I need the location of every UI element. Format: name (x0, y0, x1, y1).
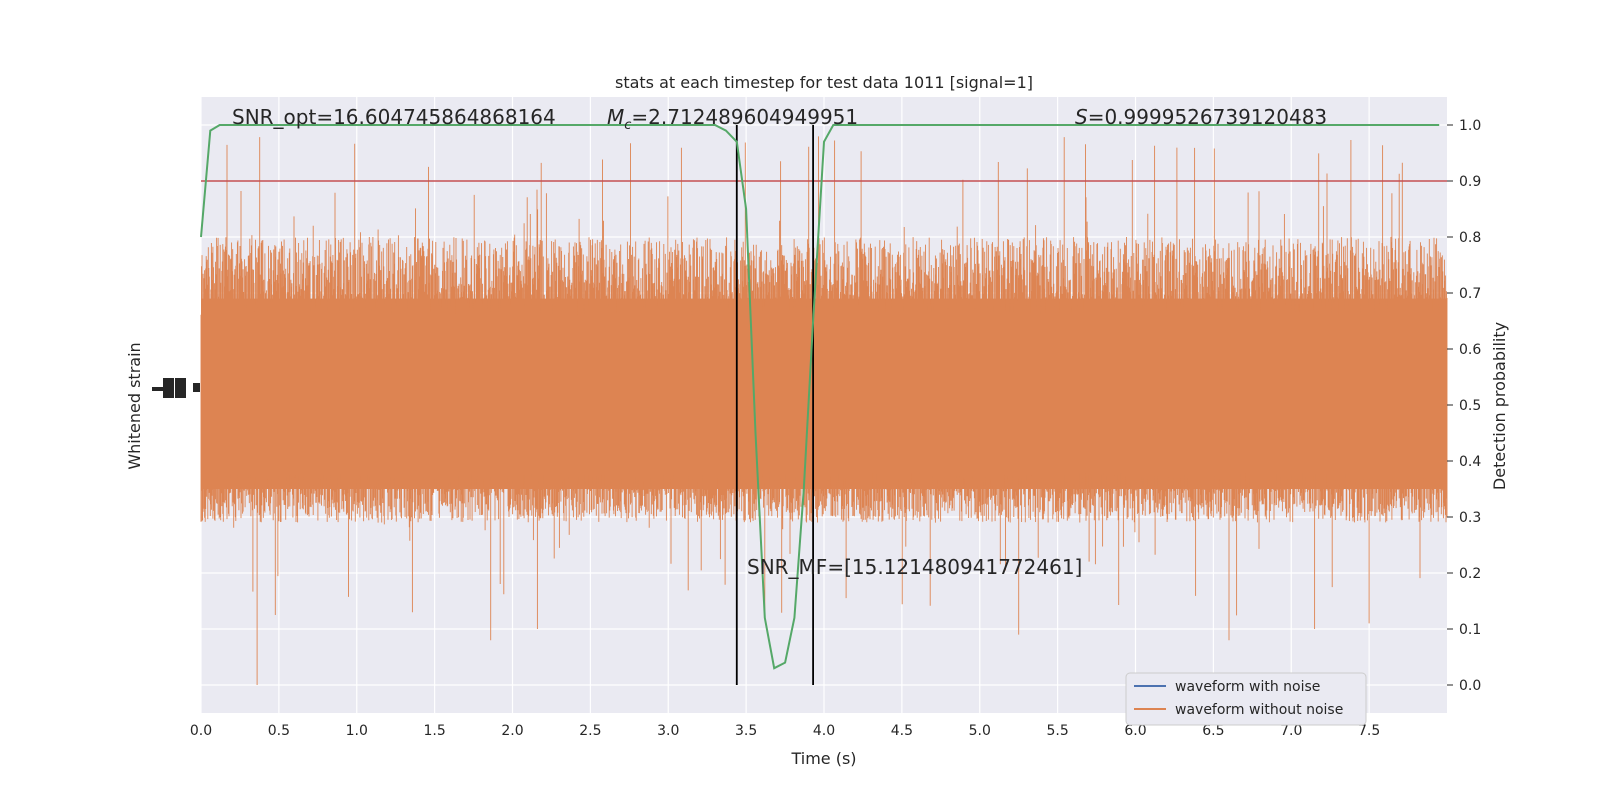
x-axis-label: Time (s) (790, 749, 856, 768)
y-tick-label: 0.5 (1459, 398, 1481, 414)
mc-symbol: M (607, 105, 624, 129)
x-tick-label: 0.0 (190, 723, 212, 739)
legend-label-with-noise: waveform with noise (1175, 679, 1320, 695)
x-axis-ticks: 0.0 0.5 1.0 1.5 2.0 2.5 3.0 3.5 4.0 4.5 5.0 5.5 6.0 6… (190, 723, 1380, 739)
y-tick-label: 0.3 (1459, 510, 1481, 526)
x-tick-label: 2.5 (579, 723, 601, 739)
x-tick-label: 3.0 (657, 723, 679, 739)
x-tick-label: 6.0 (1124, 723, 1146, 739)
x-tick-label: 7.5 (1358, 723, 1380, 739)
y-tick-label: 0.1 (1459, 622, 1481, 638)
x-tick-label: 5.0 (969, 723, 991, 739)
noise-spikes (200, 136, 1448, 685)
s-annotation: S=0.9999526739120483 (1075, 105, 1327, 129)
s-symbol: S (1075, 105, 1088, 129)
mc-value: =2.712489604949951 (631, 105, 858, 129)
y-axis-label-right: Detection probability (1490, 322, 1509, 490)
mc-subscript: c (624, 118, 631, 133)
snr-opt-annotation: SNR_opt=16.604745864868164 (232, 105, 556, 129)
y-tick-label: 0.7 (1459, 286, 1481, 302)
x-tick-label: 6.5 (1202, 723, 1224, 739)
s-value: =0.9999526739120483 (1088, 105, 1327, 129)
x-tick-label: 4.0 (813, 723, 835, 739)
x-tick-label: 1.0 (346, 723, 368, 739)
vertical-markers (735, 125, 814, 685)
y-tick-label: 0.0 (1459, 678, 1481, 694)
right-axis-ticks: 0.0 0.1 0.2 0.3 0.4 0.5 0.6 0.7 0.8 0.9 1.0 (1447, 118, 1481, 694)
legend-label-without-noise: waveform without noise (1175, 702, 1343, 718)
y-tick-label: 0.2 (1459, 566, 1481, 582)
x-tick-label: 5.5 (1046, 723, 1068, 739)
x-tick-label: 2.0 (501, 723, 523, 739)
y-tick-label: 1.0 (1459, 118, 1481, 134)
y-axis-label-left: Whitened strain (125, 342, 144, 469)
y-tick-label: 0.9 (1459, 174, 1481, 190)
snr-mf-annotation: SNR_MF=[15.121480941772461] (747, 555, 1082, 579)
detection-probability-line (200, 124, 1440, 670)
y-tick-label: 0.4 (1459, 454, 1481, 470)
y-tick-label: 0.6 (1459, 342, 1481, 358)
y-tick-label: 0.8 (1459, 230, 1481, 246)
chart-title: stats at each timestep for test data 101… (615, 73, 1033, 92)
mc-annotation: Mc=2.712489604949951 (607, 105, 858, 133)
left-axis-overlapped-ticks (152, 378, 200, 398)
x-tick-label: 7.0 (1280, 723, 1302, 739)
x-tick-label: 0.5 (268, 723, 290, 739)
waveform-without-noise-series (200, 136, 1448, 685)
legend: waveform with noise waveform without noi… (1125, 672, 1367, 726)
x-tick-label: 3.5 (735, 723, 757, 739)
x-tick-label: 4.5 (891, 723, 913, 739)
x-tick-label: 1.5 (423, 723, 445, 739)
legend-box (1125, 672, 1367, 726)
